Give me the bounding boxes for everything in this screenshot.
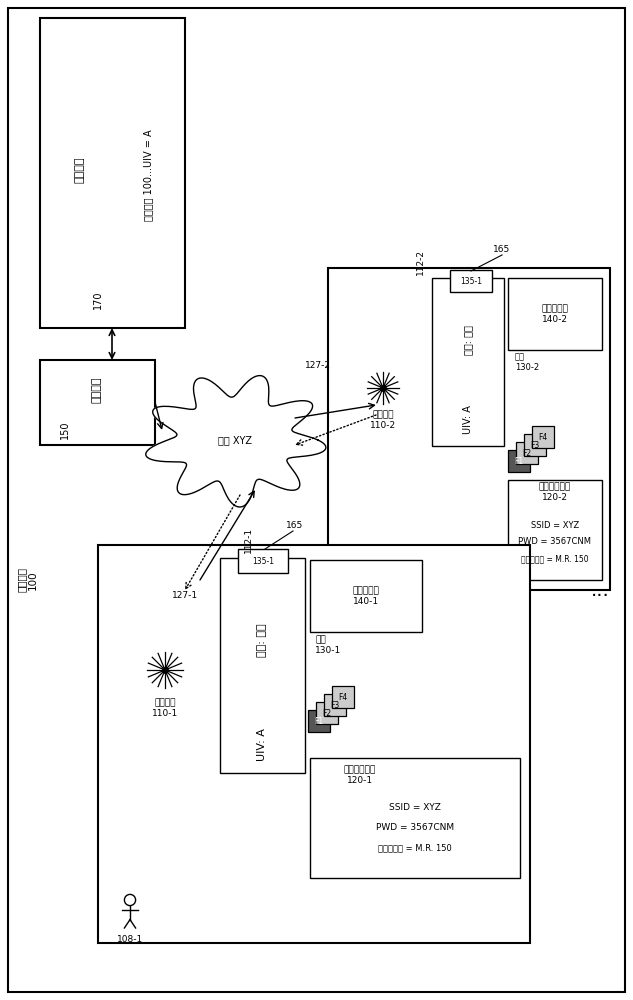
Text: PWD = 3567CNM: PWD = 3567CNM bbox=[376, 824, 454, 832]
Text: SSID = XYZ: SSID = XYZ bbox=[389, 804, 441, 812]
Text: 医疗设备
110-2: 医疗设备 110-2 bbox=[370, 410, 396, 430]
Text: 服务器名称 = M.R. 150: 服务器名称 = M.R. 150 bbox=[378, 844, 452, 852]
Text: 专用网络 100...UIV = A: 专用网络 100...UIV = A bbox=[143, 129, 153, 221]
Bar bbox=[508, 450, 530, 472]
Text: 网络接入信息
120-2: 网络接入信息 120-2 bbox=[539, 482, 571, 502]
Bar bbox=[310, 758, 520, 878]
Text: 135-1: 135-1 bbox=[460, 276, 482, 286]
Text: 112-1: 112-1 bbox=[244, 527, 253, 553]
Text: 专用网络
100: 专用网络 100 bbox=[16, 568, 38, 592]
Text: F3: F3 bbox=[530, 440, 539, 450]
Bar bbox=[432, 278, 504, 446]
Text: 170: 170 bbox=[93, 291, 103, 309]
Text: 功能
130-2: 功能 130-2 bbox=[515, 352, 539, 372]
Text: PWD = 3567CNM: PWD = 3567CNM bbox=[518, 538, 591, 546]
Bar bbox=[332, 686, 354, 708]
Text: 状态: 锁定: 状态: 锁定 bbox=[463, 325, 473, 355]
Bar bbox=[308, 710, 330, 732]
Text: 服务器名称 = M.R. 150: 服务器名称 = M.R. 150 bbox=[521, 554, 589, 564]
Text: F2: F2 bbox=[522, 448, 532, 458]
Text: F1: F1 bbox=[515, 456, 523, 466]
Text: 108-1: 108-1 bbox=[117, 936, 143, 944]
Bar bbox=[40, 18, 185, 328]
Bar bbox=[508, 480, 602, 580]
Bar bbox=[310, 560, 422, 632]
Text: 管理资源: 管理资源 bbox=[92, 377, 102, 403]
Text: 设备管理器
140-2: 设备管理器 140-2 bbox=[542, 304, 568, 324]
Bar bbox=[316, 702, 338, 724]
Text: F4: F4 bbox=[539, 432, 548, 442]
Text: F4: F4 bbox=[339, 692, 348, 702]
Polygon shape bbox=[146, 376, 326, 507]
Text: 165: 165 bbox=[493, 245, 511, 254]
Bar bbox=[532, 426, 554, 448]
Text: 112-2: 112-2 bbox=[415, 249, 425, 275]
Text: 设备管理器
140-1: 设备管理器 140-1 bbox=[353, 586, 379, 606]
Text: 135-1: 135-1 bbox=[252, 556, 274, 566]
Text: F3: F3 bbox=[330, 700, 340, 710]
Text: F2: F2 bbox=[322, 708, 332, 718]
Text: ...: ... bbox=[591, 580, 610, 599]
Text: 网络接入信息
120-1: 网络接入信息 120-1 bbox=[344, 765, 376, 785]
Text: 状态: 锁定: 状态: 锁定 bbox=[257, 623, 267, 657]
Bar bbox=[98, 545, 530, 943]
Text: 127-1: 127-1 bbox=[172, 590, 198, 599]
Bar bbox=[40, 360, 155, 445]
Bar bbox=[324, 694, 346, 716]
Text: UIV: A: UIV: A bbox=[257, 729, 267, 761]
Bar bbox=[508, 278, 602, 350]
Text: 150: 150 bbox=[60, 421, 70, 439]
Bar bbox=[450, 270, 492, 292]
Bar bbox=[328, 268, 610, 590]
Text: 127-2: 127-2 bbox=[305, 360, 331, 369]
Text: UIV: A: UIV: A bbox=[463, 406, 473, 434]
Bar bbox=[220, 558, 305, 773]
Text: 网络 XYZ: 网络 XYZ bbox=[218, 435, 252, 445]
Text: F1: F1 bbox=[315, 716, 323, 726]
Text: 医疗设备
110-1: 医疗设备 110-1 bbox=[152, 698, 178, 718]
Text: SSID = XYZ: SSID = XYZ bbox=[531, 520, 579, 530]
Bar bbox=[524, 434, 546, 456]
Bar bbox=[516, 442, 538, 464]
Text: 功能
130-1: 功能 130-1 bbox=[315, 635, 341, 655]
Text: 165: 165 bbox=[286, 520, 304, 530]
Bar bbox=[238, 549, 288, 573]
Text: 配置信息: 配置信息 bbox=[75, 157, 85, 183]
